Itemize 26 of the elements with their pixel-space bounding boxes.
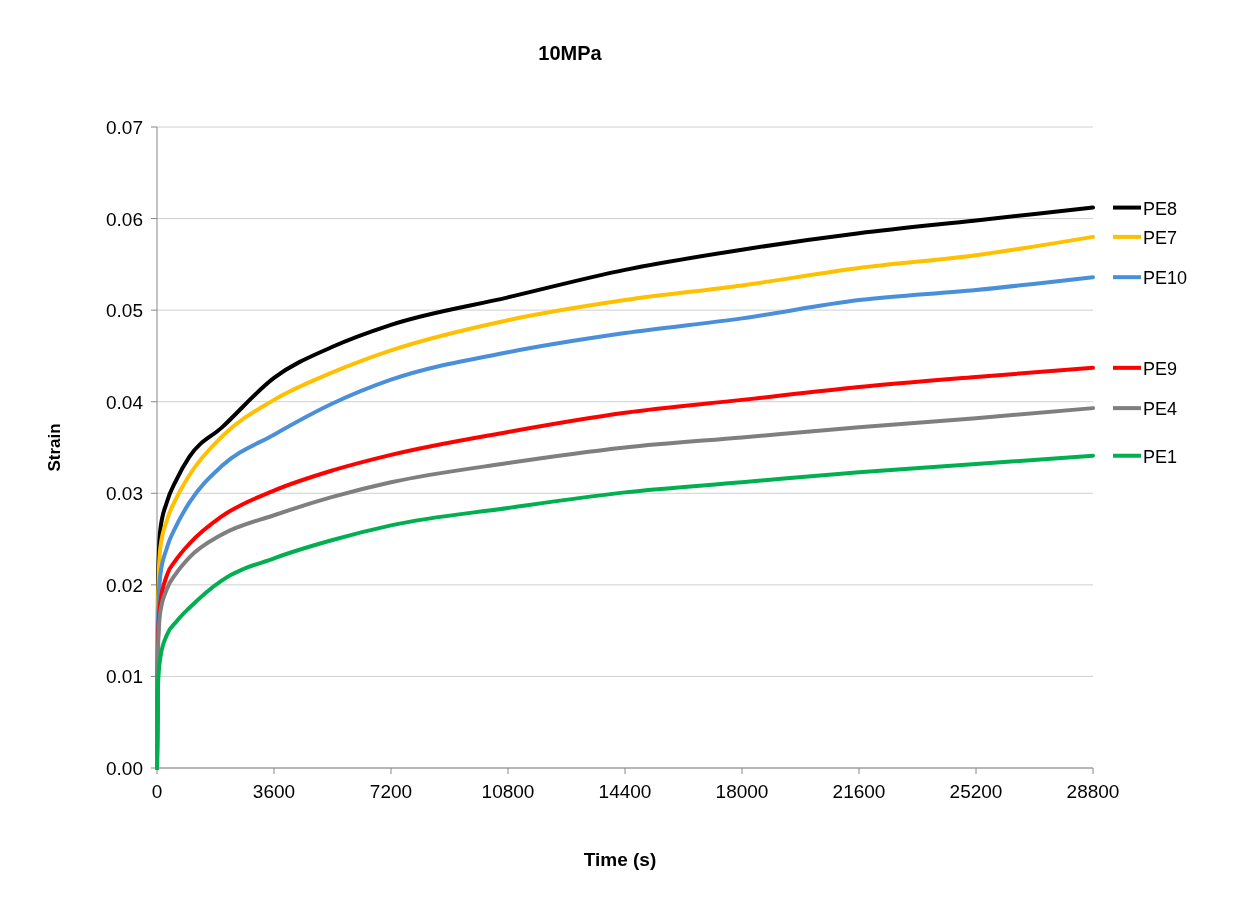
- x-tick-label: 14400: [598, 781, 652, 802]
- legend-label: PE9: [1143, 358, 1178, 379]
- x-tick-label: 0: [151, 781, 163, 802]
- x-tick-label: 10800: [481, 781, 535, 802]
- y-tick-label: 0.03: [106, 483, 143, 505]
- y-tick-label: 0.06: [106, 208, 143, 230]
- y-tick-label: 0.00: [106, 758, 143, 779]
- x-tick-label: 25200: [949, 781, 1003, 802]
- legend-label: PE10: [1143, 268, 1188, 289]
- x-tick-label: 7200: [369, 781, 413, 802]
- y-tick-label: 0.05: [106, 300, 143, 322]
- x-tick-label: 28800: [1066, 781, 1120, 802]
- y-tick-label: 0.07: [106, 117, 143, 138]
- y-tick-label: 0.01: [106, 666, 143, 688]
- legend-label: PE4: [1143, 399, 1178, 420]
- legend-label: PE8: [1143, 198, 1178, 219]
- legend-label: PE1: [1143, 446, 1178, 467]
- legend-label: PE7: [1143, 227, 1178, 248]
- y-tick-label: 0.02: [106, 574, 143, 596]
- x-tick-label: 18000: [715, 781, 769, 802]
- y-axis-title: Strain: [45, 423, 64, 472]
- x-tick-label: 3600: [252, 781, 296, 802]
- x-axis-title: Time (s): [583, 849, 657, 870]
- x-tick-label: 21600: [832, 781, 886, 802]
- y-tick-label: 0.04: [106, 391, 144, 413]
- chart-title: 10MPa: [538, 42, 603, 64]
